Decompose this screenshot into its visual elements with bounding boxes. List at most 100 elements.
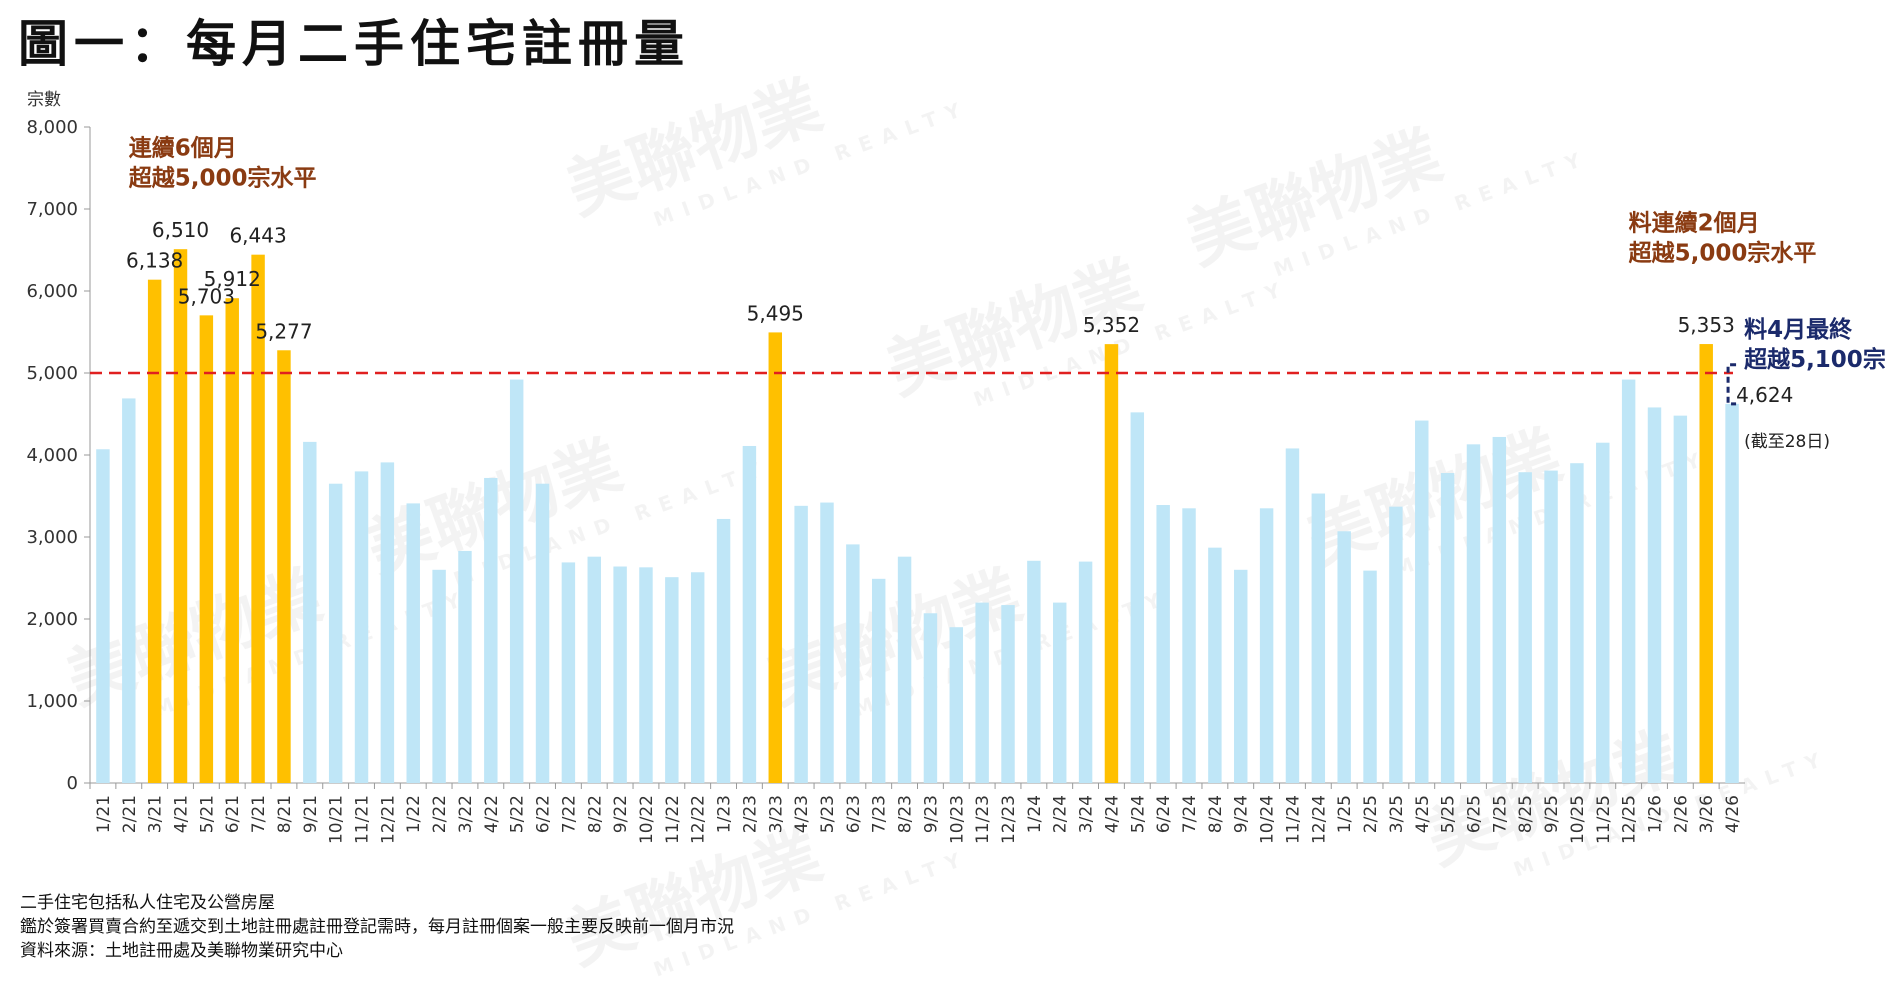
note-scope: 二手住宅包括私人住宅及公營房屋 xyxy=(20,893,275,913)
x-tick-label: 2/25 xyxy=(1361,795,1381,833)
x-tick-label: 7/23 xyxy=(870,795,890,833)
bar-9-24 xyxy=(1234,569,1248,783)
bar-3-25 xyxy=(1389,506,1403,783)
bar-8-25 xyxy=(1518,472,1532,783)
page-title: 圖一：每月二手住宅註冊量 xyxy=(18,15,690,73)
x-tick-label: 5/23 xyxy=(818,795,838,833)
x-tick-label: 3/24 xyxy=(1077,795,1097,833)
bar-3-21 xyxy=(147,279,162,783)
x-tick-label: 12/25 xyxy=(1620,795,1640,844)
bar-2-26 xyxy=(1673,415,1688,783)
x-tick-label: 2/21 xyxy=(120,795,140,833)
bar-5-21 xyxy=(199,315,214,783)
bar-5-22 xyxy=(509,379,524,783)
bar-4-23 xyxy=(794,505,808,783)
bar-7-22 xyxy=(561,562,576,783)
forecast-bracket xyxy=(1726,363,1737,406)
y-axis-label: 宗數 xyxy=(27,90,61,110)
bar-7-21 xyxy=(251,254,265,783)
x-tick-label: 8/21 xyxy=(275,795,295,833)
data-label: 5,703 xyxy=(178,284,235,308)
y-tick-label: 2,000 xyxy=(26,609,78,630)
bar-9-21 xyxy=(303,441,317,783)
bar-1-26 xyxy=(1647,407,1662,783)
bar-8-23 xyxy=(897,556,912,783)
x-tick-label: 1/26 xyxy=(1645,795,1665,833)
bar-11-22 xyxy=(665,577,679,783)
x-tick-label: 4/26 xyxy=(1723,795,1743,833)
x-tick-label: 11/25 xyxy=(1594,795,1614,844)
x-tick-label: 6/25 xyxy=(1464,795,1484,833)
x-tick-label: 5/22 xyxy=(508,795,528,833)
bar-10-22 xyxy=(639,567,653,783)
x-tick-label: 11/22 xyxy=(663,795,683,844)
bar-6-21 xyxy=(225,298,239,783)
bar-1-24 xyxy=(1027,560,1041,783)
bar-9-23 xyxy=(923,613,938,783)
annotation-text: (截至28日) xyxy=(1744,432,1830,452)
annotation-text: 超越5,000宗水平 xyxy=(129,165,317,192)
x-tick-label: 1/23 xyxy=(715,795,735,833)
x-tick-label: 4/22 xyxy=(482,795,502,833)
x-tick-label: 5/21 xyxy=(197,795,217,833)
bar-6-25 xyxy=(1466,444,1481,783)
bar-2-25 xyxy=(1363,570,1377,783)
x-tick-label: 9/25 xyxy=(1542,795,1562,833)
annotation-text: 超越5,000宗水平 xyxy=(1629,239,1817,266)
bar-5-24 xyxy=(1130,412,1145,783)
x-tick-label: 12/24 xyxy=(1309,795,1329,844)
x-tick-label: 6/22 xyxy=(534,795,554,833)
bar-7-24 xyxy=(1182,508,1196,783)
bar-12-25 xyxy=(1621,379,1636,783)
annotation-text: 連續6個月 xyxy=(129,135,237,162)
bar-1-21 xyxy=(96,449,110,783)
x-tick-label: 10/22 xyxy=(637,795,657,844)
x-tick-label: 1/24 xyxy=(1025,795,1045,833)
x-tick-label: 10/24 xyxy=(1258,795,1278,844)
bar-3-23 xyxy=(768,332,782,783)
bar-12-23 xyxy=(1001,605,1015,783)
bar-6-22 xyxy=(535,483,550,783)
x-tick-label: 6/24 xyxy=(1154,795,1174,833)
x-tick-label: 11/24 xyxy=(1283,795,1303,844)
y-tick-label: 5,000 xyxy=(26,363,78,384)
bar-10-23 xyxy=(949,627,964,783)
bar-8-21 xyxy=(277,350,291,783)
x-tick-label: 10/23 xyxy=(947,795,967,844)
bar-2-24 xyxy=(1053,602,1067,783)
x-tick-label: 11/23 xyxy=(973,795,993,844)
bar-8-24 xyxy=(1208,547,1222,783)
x-tick-label: 4/23 xyxy=(792,795,812,833)
registration-bar-chart: 宗數 0 1,000 2,000 3,000 4,000 5,000 6,000 7,000 8,… xyxy=(26,90,1885,844)
data-label: 5,277 xyxy=(255,319,312,343)
x-tick-label: 1/22 xyxy=(404,795,424,833)
x-tick-label: 7/24 xyxy=(1180,795,1200,833)
data-label: 6,138 xyxy=(126,249,183,273)
bar-4-25 xyxy=(1415,420,1429,783)
bar-5-25 xyxy=(1440,473,1455,783)
bar-3-22 xyxy=(458,550,472,783)
x-tick-label: 10/21 xyxy=(327,795,347,844)
x-tick-label: 2/24 xyxy=(1051,795,1071,833)
bar-1-22 xyxy=(406,503,420,783)
x-tick-label: 3/26 xyxy=(1697,795,1717,833)
x-tick-label: 9/21 xyxy=(301,795,321,833)
x-tick-label: 11/21 xyxy=(353,795,373,844)
bar-6-23 xyxy=(846,544,860,783)
data-label: 4,624 xyxy=(1736,383,1793,407)
annotation-text: 料連續2個月 xyxy=(1629,209,1760,236)
bar-2-21 xyxy=(122,398,136,783)
note-source: 資料來源：土地註冊處及美聯物業研究中心 xyxy=(20,941,343,961)
x-tick-label: 8/24 xyxy=(1206,795,1226,833)
x-tick-label: 9/22 xyxy=(611,795,631,833)
x-tick-label: 10/25 xyxy=(1568,795,1588,844)
y-tick-label: 8,000 xyxy=(26,117,78,138)
x-tick-label: 1/25 xyxy=(1335,795,1355,833)
y-tick-label: 0 xyxy=(67,773,78,794)
x-tick-label: 2/22 xyxy=(430,795,450,833)
bar-3-24 xyxy=(1078,561,1093,783)
x-tick-label: 7/22 xyxy=(559,795,579,833)
bar-5-23 xyxy=(820,502,834,783)
x-tick-label: 3/21 xyxy=(146,795,166,833)
bar-4-24 xyxy=(1104,344,1119,783)
